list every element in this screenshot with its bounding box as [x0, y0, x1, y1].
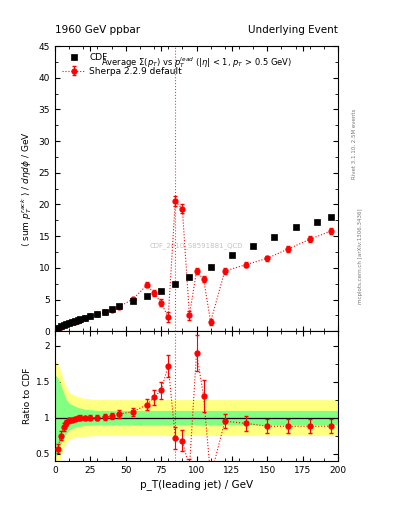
CDF	[58, 324, 63, 330]
Text: CDF_2010_S8591881_QCD: CDF_2010_S8591881_QCD	[150, 242, 243, 249]
Text: Average $\Sigma(p_T)$ vs $p_T^{lead}$ ($|\eta|$ < 1, $p_T$ > 0.5 GeV): Average $\Sigma(p_T)$ vs $p_T^{lead}$ ($…	[101, 55, 292, 70]
CDF	[75, 317, 80, 324]
CDF	[187, 274, 192, 281]
CDF	[83, 315, 87, 321]
Y-axis label: $\langle$ sum $p_T^{rack}$ $\rangle$ / $d\eta d\phi$ / GeV: $\langle$ sum $p_T^{rack}$ $\rangle$ / $…	[20, 131, 35, 247]
CDF	[88, 313, 93, 319]
CDF	[72, 318, 77, 325]
CDF	[272, 234, 277, 241]
CDF	[251, 243, 255, 249]
CDF	[208, 264, 213, 270]
CDF	[116, 304, 121, 310]
CDF	[130, 297, 135, 304]
Text: Rivet 3.1.10, 2.5M events: Rivet 3.1.10, 2.5M events	[352, 108, 357, 179]
CDF	[61, 322, 66, 328]
CDF	[55, 325, 60, 331]
CDF	[109, 306, 114, 312]
Text: Underlying Event: Underlying Event	[248, 25, 338, 35]
CDF	[329, 214, 333, 220]
Legend: CDF, Sherpa 2.2.9 default: CDF, Sherpa 2.2.9 default	[59, 51, 185, 78]
CDF	[314, 219, 319, 225]
CDF	[145, 293, 149, 300]
CDF	[230, 252, 234, 258]
Text: 1960 GeV ppbar: 1960 GeV ppbar	[55, 25, 140, 35]
CDF	[102, 309, 107, 315]
CDF	[64, 321, 69, 327]
CDF	[159, 288, 163, 294]
Y-axis label: Ratio to CDF: Ratio to CDF	[23, 368, 31, 424]
X-axis label: p_T(leading jet) / GeV: p_T(leading jet) / GeV	[140, 479, 253, 490]
CDF	[67, 320, 72, 326]
CDF	[95, 311, 100, 317]
CDF	[78, 316, 83, 323]
Line: CDF: CDF	[55, 214, 334, 331]
CDF	[173, 281, 178, 287]
CDF	[293, 224, 298, 230]
CDF	[70, 319, 74, 326]
Text: mcplots.cern.ch [arXiv:1306.3436]: mcplots.cern.ch [arXiv:1306.3436]	[358, 208, 363, 304]
